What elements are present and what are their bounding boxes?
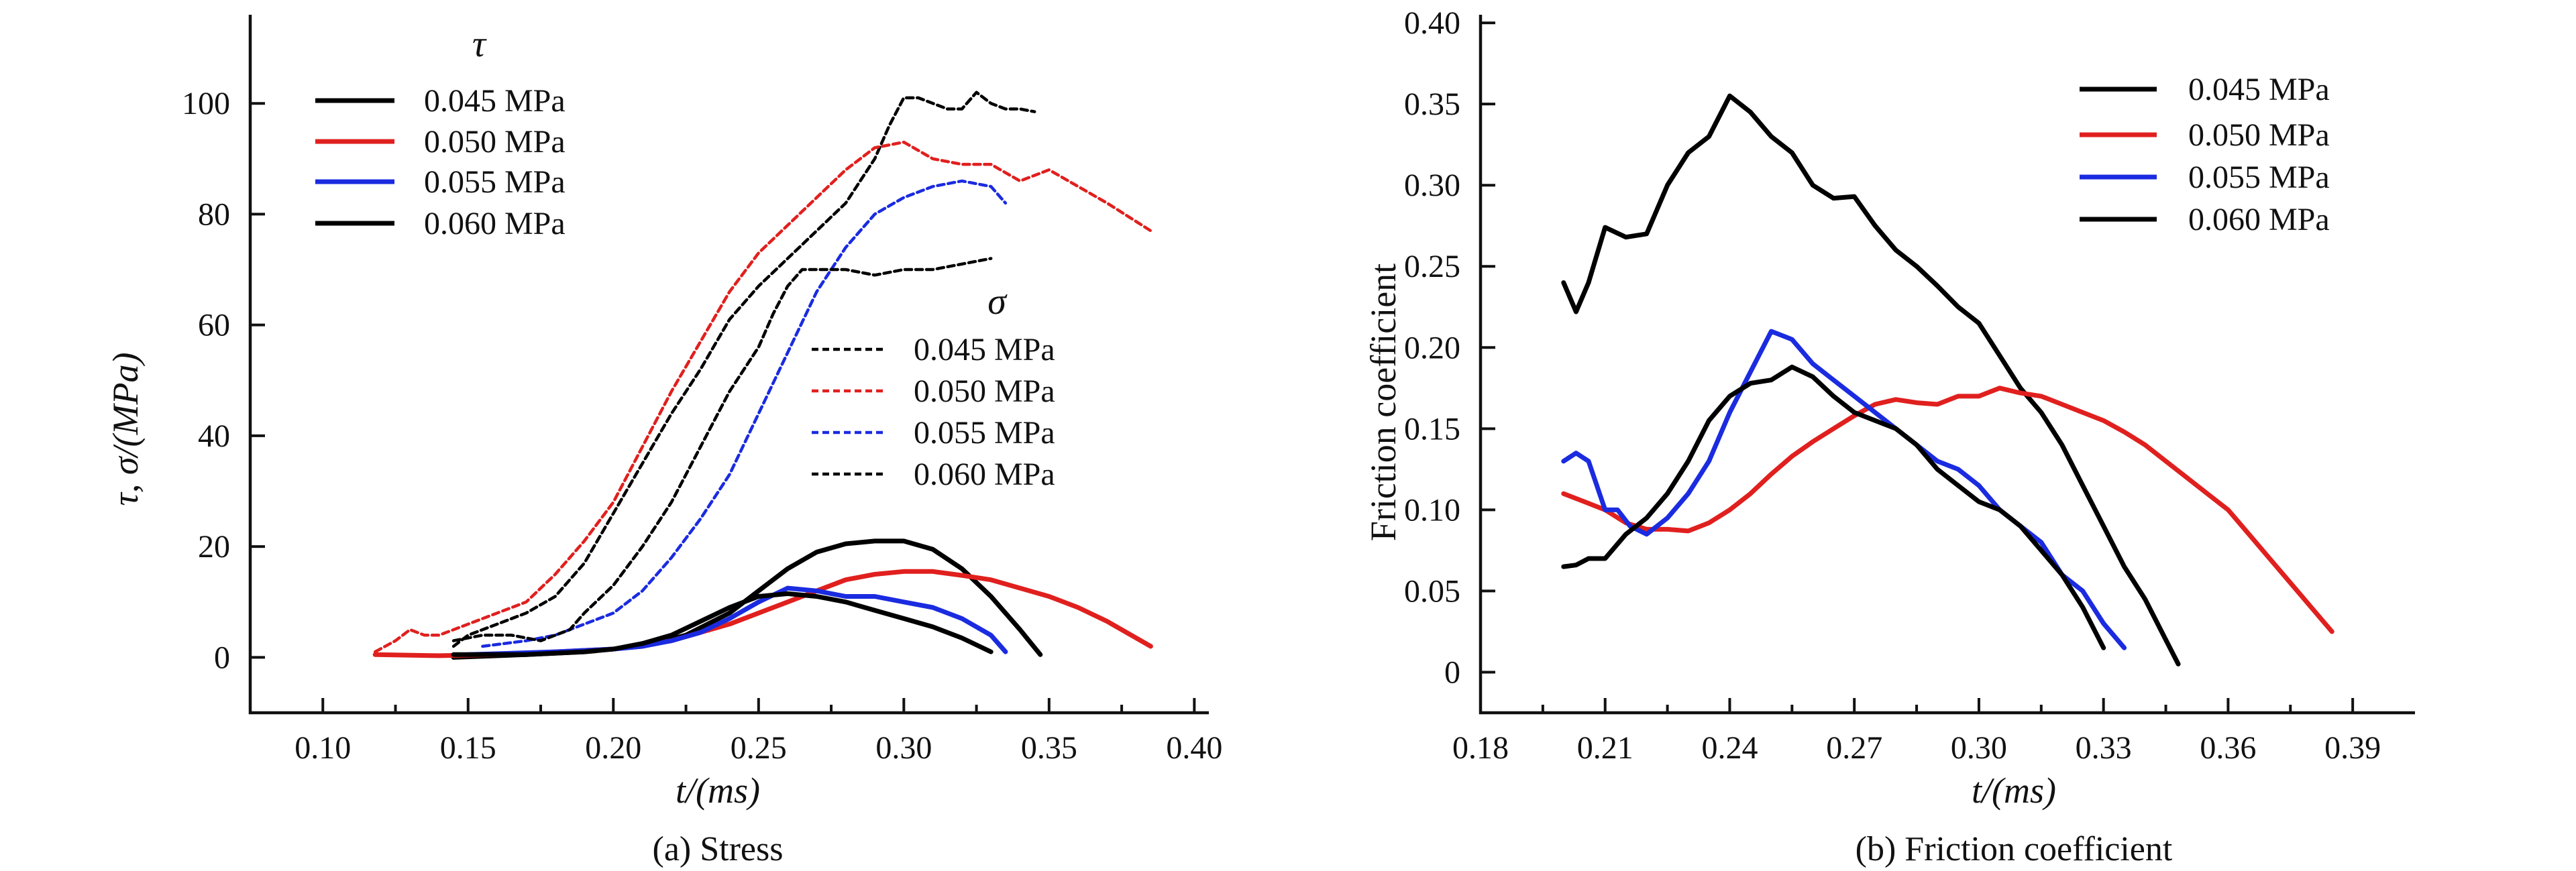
stress-xtick-label: 0.25 [731,730,787,766]
stress-xtick-label: 0.20 [585,730,641,766]
friction-xtick-label: 0.21 [1577,730,1633,766]
friction-xtick-label: 0.30 [1951,730,2007,766]
stress-series--0-055-mpa [481,179,1008,648]
tau-legend-label-0060: 0.060 MPa [424,206,566,241]
friction-series-0-060-mpa [1561,364,2106,650]
stress-chart-series [372,91,1153,660]
stress-chart-ticks: 0.10 0.15 0.20 0.25 0.30 0.35 0.40 0 20 40 60 80 100 [182,86,1222,766]
friction-legend-label-0060: 0.060 MPa [2188,202,2330,237]
friction-ytick-label: 0.05 [1404,573,1460,609]
stress-series--0-050-mpa [373,140,1152,654]
friction-xtick-label: 0.27 [1826,730,1882,766]
tau-legend-label-0055: 0.055 MPa [424,164,566,200]
sigma-legend-label-0060: 0.060 MPa [914,457,1055,492]
friction-legend-label-0050: 0.050 MPa [2188,117,2330,153]
stress-ytick-label: 20 [198,529,230,565]
sigma-legend-label-0050: 0.050 MPa [914,373,1055,409]
friction-series-0-050-mpa [1561,386,2334,634]
stress-series--0-060-mpa [451,591,994,657]
friction-ytick-label: 0.35 [1404,86,1460,122]
stress-ytick-label: 80 [198,196,230,232]
stress-xtick-label: 0.15 [440,730,496,766]
stress-xtick-label: 0.10 [294,730,351,766]
tau-legend-label-0045: 0.045 MPa [424,83,566,119]
tau-legend-label-0050: 0.050 MPa [424,124,566,160]
friction-legend-label-0055: 0.055 MPa [2188,160,2330,195]
stress-chart-caption: (a) Stress [653,830,784,868]
friction-chart: 0.18 0.21 0.24 0.27 0.30 0.33 0.36 0.39 0 0.05 0.1… [1363,5,2415,868]
friction-xtick-label: 0.39 [2324,730,2381,766]
stress-series--0-045-mpa [451,91,1036,648]
friction-xtick-label: 0.33 [2076,730,2132,766]
stress-xtick-label: 0.35 [1021,730,1077,766]
sigma-legend: σ 0.045 MPa 0.050 MPa 0.055 MPa 0.060 MP… [812,281,1055,492]
friction-ytick-label: 0.15 [1404,411,1460,447]
stress-ytick-label: 0 [214,640,230,675]
tau-legend: τ 0.045 MPa 0.050 MPa 0.055 MPa 0.060 MP… [315,23,566,241]
sigma-legend-label-0045: 0.045 MPa [914,332,1055,367]
friction-ytick-label: 0.40 [1404,5,1460,41]
friction-chart-xlabel: t/(ms) [1972,770,2056,811]
stress-ytick-label: 40 [198,418,230,454]
friction-chart-ticks: 0.18 0.21 0.24 0.27 0.30 0.33 0.36 0.39 0 0.05 0.1… [1404,5,2381,766]
sigma-legend-label-0055: 0.055 MPa [914,415,1055,451]
friction-xtick-label: 0.24 [1701,730,1758,766]
tau-legend-title: τ [472,23,487,65]
friction-ytick-label: 0.25 [1404,249,1460,284]
friction-legend-label-0045: 0.045 MPa [2188,72,2330,107]
sigma-legend-title: σ [987,281,1008,323]
stress-ytick-label: 60 [198,308,230,343]
stress-series--0-050-mpa [372,569,1153,658]
stress-chart-ylabel: τ, σ/(MPa) [105,353,146,506]
friction-chart-caption: (b) Friction coefficient [1856,830,2173,868]
stress-ytick-label: 100 [182,86,230,121]
stress-chart-xlabel: t/(ms) [676,770,760,811]
stress-series--0-060-mpa [451,257,993,642]
friction-chart-ylabel: Friction coefficient [1363,264,1403,541]
friction-legend: 0.045 MPa 0.050 MPa 0.055 MPa 0.060 MPa [2080,72,2330,237]
friction-chart-series [1561,93,2334,666]
friction-ytick-label: 0.10 [1404,492,1460,528]
stress-chart: 0.10 0.15 0.20 0.25 0.30 0.35 0.40 0 20 40 60 80 100… [105,15,1222,868]
friction-xtick-label: 0.36 [2200,730,2256,766]
stress-chart-axes [248,15,1209,715]
friction-xtick-label: 0.18 [1452,730,1509,766]
friction-ytick-label: 0.30 [1404,168,1460,203]
friction-ytick-label: 0.20 [1404,330,1460,365]
stress-xtick-label: 0.30 [875,730,932,766]
friction-series-0-055-mpa [1561,329,2127,650]
friction-ytick-label: 0 [1444,654,1460,690]
friction-series-0-045-mpa [1561,93,2181,666]
stress-xtick-label: 0.40 [1166,730,1222,766]
